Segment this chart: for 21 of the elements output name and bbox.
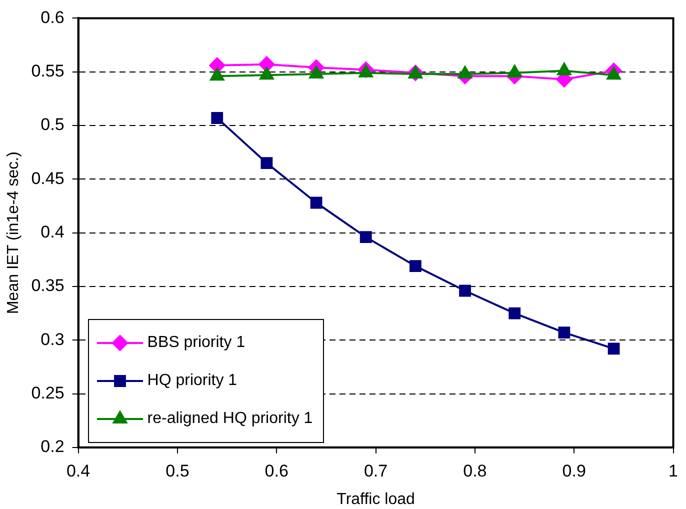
y-tick-label: 0.25 <box>31 383 64 402</box>
y-tick-label: 0.6 <box>40 8 64 27</box>
y-tick-label: 0.4 <box>40 222 64 242</box>
x-axis-title: Traffic load <box>336 490 415 508</box>
x-tick-label: 0.9 <box>562 461 586 480</box>
x-tick-label: 0.7 <box>364 461 388 480</box>
y-tick-label: 0.35 <box>31 276 64 296</box>
y-tick-label: 0.45 <box>31 168 64 188</box>
x-tick-label: 0.4 <box>66 461 90 480</box>
y-tick-label: 0.3 <box>40 330 64 349</box>
x-tick-label: 0.5 <box>166 461 190 480</box>
legend-label: HQ priority 1 <box>147 372 238 390</box>
legend-label: re-aligned HQ priority 1 <box>147 410 313 428</box>
y-tick-label: 0.5 <box>40 115 64 134</box>
y-axis-title: Mean IET (in1e-4 sec.) <box>5 152 22 314</box>
x-tick-label: 0.8 <box>463 461 487 480</box>
x-tick-label: 0.6 <box>264 461 288 480</box>
y-tick-label: 0.2 <box>40 437 64 456</box>
x-tick-label: 1 <box>668 461 678 480</box>
y-tick-label: 0.55 <box>31 62 64 81</box>
legend-label: BBS priority 1 <box>147 334 246 352</box>
